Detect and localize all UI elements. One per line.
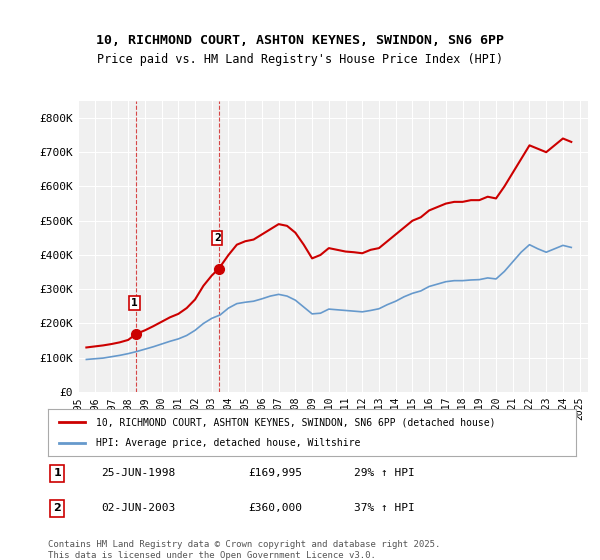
Text: Price paid vs. HM Land Registry's House Price Index (HPI): Price paid vs. HM Land Registry's House … bbox=[97, 53, 503, 66]
Text: 1: 1 bbox=[53, 468, 61, 478]
Text: 29% ↑ HPI: 29% ↑ HPI bbox=[354, 468, 415, 478]
Text: 1: 1 bbox=[131, 298, 138, 309]
Text: 02-JUN-2003: 02-JUN-2003 bbox=[101, 503, 175, 513]
Text: 10, RICHMOND COURT, ASHTON KEYNES, SWINDON, SN6 6PP (detached house): 10, RICHMOND COURT, ASHTON KEYNES, SWIND… bbox=[95, 417, 495, 427]
Text: 25-JUN-1998: 25-JUN-1998 bbox=[101, 468, 175, 478]
Text: 37% ↑ HPI: 37% ↑ HPI bbox=[354, 503, 415, 513]
Text: £360,000: £360,000 bbox=[248, 503, 302, 513]
Text: HPI: Average price, detached house, Wiltshire: HPI: Average price, detached house, Wilt… bbox=[95, 438, 360, 448]
Text: 2: 2 bbox=[214, 234, 221, 243]
Text: 10, RICHMOND COURT, ASHTON KEYNES, SWINDON, SN6 6PP: 10, RICHMOND COURT, ASHTON KEYNES, SWIND… bbox=[96, 34, 504, 46]
Text: 2: 2 bbox=[53, 503, 61, 513]
Text: Contains HM Land Registry data © Crown copyright and database right 2025.
This d: Contains HM Land Registry data © Crown c… bbox=[48, 540, 440, 560]
Text: £169,995: £169,995 bbox=[248, 468, 302, 478]
